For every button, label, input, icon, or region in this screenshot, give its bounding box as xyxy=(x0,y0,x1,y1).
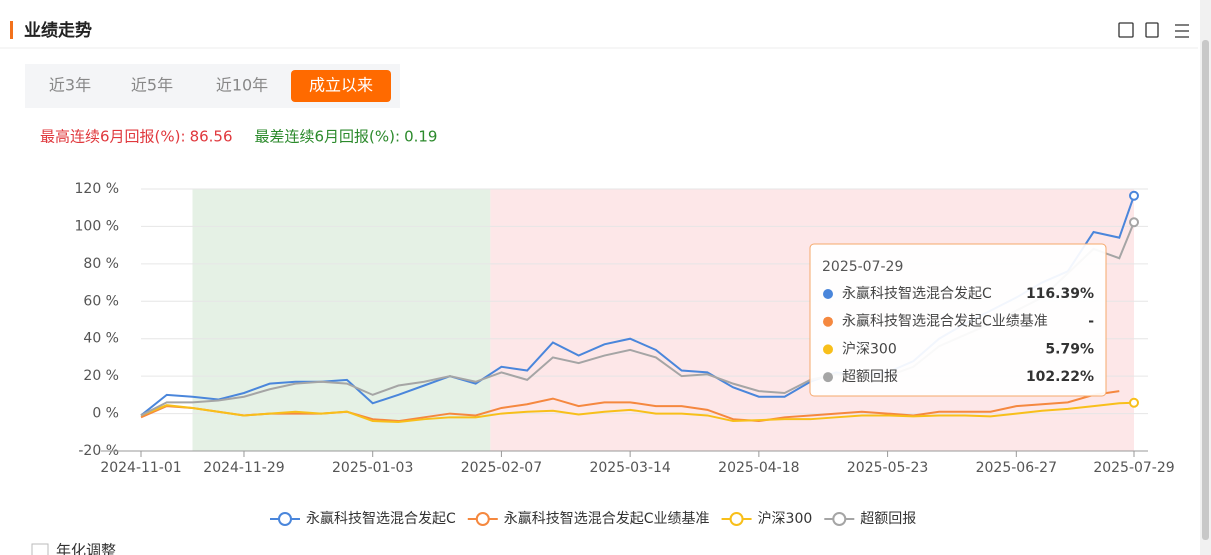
tooltip-name: 永赢科技智选混合发起C业绩基准 xyxy=(842,313,1048,330)
end-marker xyxy=(1129,190,1139,201)
legend-marker xyxy=(832,512,847,526)
tooltip-swatch xyxy=(823,316,833,327)
y-tick-label: 20 % xyxy=(83,368,119,384)
tooltip-name: 永赢科技智选混合发起C xyxy=(842,285,992,302)
tab-active-bg[interactable] xyxy=(291,70,391,102)
end-marker xyxy=(1129,217,1139,228)
y-tick-label: 100 % xyxy=(75,218,119,234)
tooltip xyxy=(809,243,1107,397)
checkbox[interactable] xyxy=(31,543,49,555)
worst-stat-label: 最差连续6月回报(%): xyxy=(255,128,401,146)
y-tick-label: 80 % xyxy=(83,256,119,272)
tabs: 近3年 近5年 近10年 成立以来 xyxy=(49,70,391,102)
tooltip-swatch xyxy=(823,344,833,355)
tooltip-date: 2025-07-29 xyxy=(822,259,903,275)
tooltip-swatch xyxy=(823,289,833,299)
section-title: 业绩走势 xyxy=(24,20,92,41)
icon-menu[interactable] xyxy=(1175,24,1189,38)
x-tick-label: 2024-11-01 xyxy=(100,460,181,476)
tooltip-value: 102.22% xyxy=(1026,369,1094,385)
x-tick-label: 2025-07-29 xyxy=(1093,460,1174,476)
legend: 永赢科技智选混合发起C 永赢科技智选混合发起C业绩基准 沪深300 超额回报 xyxy=(270,510,916,527)
x-tick-label: 2025-05-23 xyxy=(847,460,928,476)
tab[interactable]: 近5年 xyxy=(131,76,173,95)
tab[interactable]: 近3年 xyxy=(49,76,91,95)
checkbox-label[interactable]: 年化调整 xyxy=(56,542,116,555)
toolbar-icons xyxy=(1118,22,1189,38)
tooltip-value: 5.79% xyxy=(1045,341,1094,357)
tooltip-swatch xyxy=(823,372,833,383)
worst-stat-value: 0.19 xyxy=(404,128,437,146)
series-line xyxy=(140,401,1135,423)
x-tick-label: 2025-01-03 xyxy=(332,460,413,476)
y-tick-label: 0 % xyxy=(92,406,119,422)
legend-marker xyxy=(278,512,292,526)
tooltip-value: 116.39% xyxy=(1026,286,1094,302)
tooltip-value: - xyxy=(1088,314,1094,330)
icon-image[interactable] xyxy=(1118,22,1134,38)
y-tick-label: -20 % xyxy=(78,443,119,459)
legend-label[interactable]: 超额回报 xyxy=(860,511,916,527)
y-tick-label: 60 % xyxy=(83,293,119,309)
best-stat-label: 最高连续6月回报(%): xyxy=(40,128,186,146)
series-line xyxy=(140,390,1120,423)
scrollbar-thumb[interactable] xyxy=(1202,40,1209,540)
chart: -20 % 0 % 20 % 40 % 60 % 80 % 100 % 120 % 2024-1… xyxy=(75,181,1175,527)
end-marker xyxy=(1129,397,1139,408)
x-tick-label: 2025-03-14 xyxy=(589,460,670,476)
x-tick-label: 2025-02-07 xyxy=(461,460,542,476)
tooltip-name: 超额回报 xyxy=(842,369,898,385)
tooltip-name: 沪深300 xyxy=(842,341,897,357)
tab[interactable]: 成立以来 xyxy=(309,76,373,95)
legend-label[interactable]: 沪深300 xyxy=(758,511,813,527)
legend-marker xyxy=(475,512,490,526)
x-tick-label: 2025-06-27 xyxy=(976,460,1057,476)
x-tick-label: 2025-04-18 xyxy=(718,460,799,476)
title-accent xyxy=(10,21,13,39)
legend-label[interactable]: 永赢科技智选混合发起C xyxy=(306,510,456,527)
legend-marker xyxy=(729,512,744,526)
highlight-band xyxy=(192,189,491,451)
tab[interactable]: 近10年 xyxy=(216,76,268,95)
legend-label[interactable]: 永赢科技智选混合发起C业绩基准 xyxy=(504,510,710,527)
y-tick-label: 120 % xyxy=(75,181,119,197)
y-tick-label: 40 % xyxy=(83,331,119,347)
x-tick-label: 2024-11-29 xyxy=(203,460,284,476)
icon-excel[interactable] xyxy=(1145,22,1159,38)
best-stat-value: 86.56 xyxy=(190,128,233,146)
